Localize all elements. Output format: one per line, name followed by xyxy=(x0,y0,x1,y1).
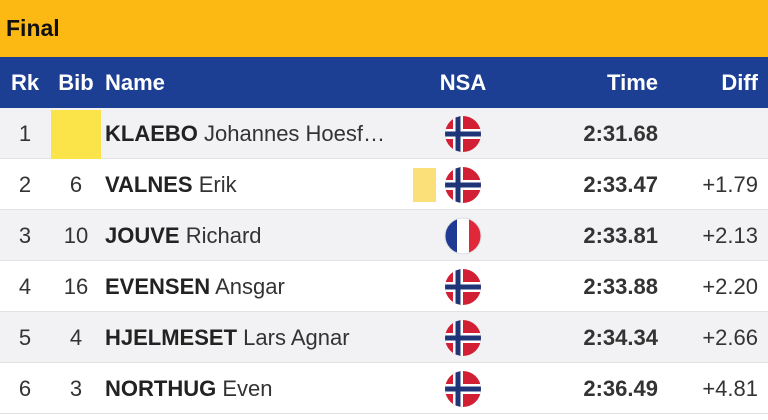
column-header: Rk xyxy=(10,70,40,95)
rank: 1 xyxy=(18,121,32,146)
leader-bib-highlight xyxy=(51,110,101,159)
result-row: 4 16 EVENSEN Ansgar 2:33.88 +2.20 xyxy=(0,261,768,312)
rank: 2 xyxy=(18,172,32,197)
column-header: Name xyxy=(105,70,165,95)
flag-icon xyxy=(444,268,482,306)
flag-icon xyxy=(444,319,482,357)
rank: 4 xyxy=(18,274,32,299)
given-name: Richard xyxy=(185,223,262,248)
table-header: Rk Bib Name NSA Time Diff xyxy=(0,57,768,108)
column-header: Time xyxy=(607,70,658,95)
bib: 10 xyxy=(63,223,89,248)
flag-icon xyxy=(444,166,482,204)
time: 2:34.34 xyxy=(583,325,658,350)
result-row: 3 10 JOUVE Richard 2:33.81 +2.13 xyxy=(0,210,768,261)
time: 2:36.49 xyxy=(583,376,658,401)
time: 2:33.81 xyxy=(583,223,658,248)
surname: EVENSEN xyxy=(105,274,211,299)
athlete-name: VALNES Erik xyxy=(105,159,430,210)
surname: HJELMESET xyxy=(105,325,238,350)
column-header: Diff xyxy=(721,70,758,95)
given-name: Ansgar xyxy=(215,274,285,299)
surname: VALNES xyxy=(105,172,193,197)
bib: 16 xyxy=(63,274,89,299)
result-row: 2 6 VALNES Erik 2:33.47 +1.79 xyxy=(0,159,768,210)
yellow-card-icon xyxy=(413,168,436,202)
time: 2:31.68 xyxy=(583,121,658,146)
athlete-name: HJELMESET Lars Agnar xyxy=(105,312,430,363)
surname: JOUVE xyxy=(105,223,180,248)
bib: 3 xyxy=(69,376,83,401)
diff: +1.79 xyxy=(702,172,758,197)
diff: +4.81 xyxy=(702,376,758,401)
bib: 4 xyxy=(69,325,83,350)
diff: +2.66 xyxy=(702,325,758,350)
column-header: Bib xyxy=(58,70,94,95)
given-name: Johannes Hoesf… xyxy=(204,121,386,146)
athlete-name: NORTHUG Even xyxy=(105,363,430,414)
diff: +2.13 xyxy=(702,223,758,248)
time: 2:33.88 xyxy=(583,274,658,299)
given-name: Erik xyxy=(198,172,237,197)
athlete-name: KLAEBO Johannes Hoesf… xyxy=(105,108,430,159)
flag-icon xyxy=(444,370,482,408)
surname: NORTHUG xyxy=(105,376,217,401)
bib: 6 xyxy=(69,172,83,197)
result-row: 6 3 NORTHUG Even 2:36.49 +4.81 xyxy=(0,363,768,414)
given-name: Even xyxy=(222,376,273,401)
column-header: NSA xyxy=(439,70,487,95)
athlete-name: JOUVE Richard xyxy=(105,210,430,261)
flag-icon xyxy=(444,115,482,153)
result-row: 5 4 HJELMESET Lars Agnar 2:34.34 +2.66 xyxy=(0,312,768,363)
section-title: Final xyxy=(0,0,768,57)
diff: +2.20 xyxy=(702,274,758,299)
athlete-name: EVENSEN Ansgar xyxy=(105,261,430,312)
given-name: Lars Agnar xyxy=(243,325,350,350)
rank: 3 xyxy=(18,223,32,248)
rank: 6 xyxy=(18,376,32,401)
rank: 5 xyxy=(18,325,32,350)
surname: KLAEBO xyxy=(105,121,198,146)
result-row: 11KLAEBO Johannes Hoesf…2:31.68 xyxy=(0,108,768,159)
time: 2:33.47 xyxy=(583,172,658,197)
flag-icon xyxy=(444,217,482,255)
